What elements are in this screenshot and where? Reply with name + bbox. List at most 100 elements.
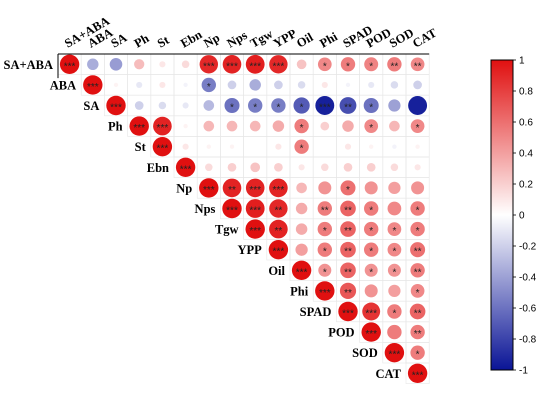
correlation-circle bbox=[368, 81, 375, 88]
cell-nps-spad: ** bbox=[336, 197, 360, 220]
significance-marker: * bbox=[369, 247, 373, 258]
cell-np-nps: ** bbox=[220, 177, 244, 199]
cell-aba-nps bbox=[220, 74, 244, 96]
significance-marker: *** bbox=[249, 185, 261, 196]
correlation-circle bbox=[343, 162, 353, 172]
correlation-circle bbox=[205, 163, 213, 172]
correlation-circle bbox=[369, 144, 374, 149]
cell-sa-aba-oil bbox=[289, 53, 314, 75]
cell-pod-pod: *** bbox=[359, 321, 384, 343]
cell-sa-cat bbox=[405, 94, 430, 117]
correlation-circle bbox=[387, 57, 402, 72]
cell-st-sod bbox=[382, 136, 407, 158]
correlation-circle bbox=[364, 242, 379, 257]
cell-ph-np bbox=[196, 115, 221, 137]
cell-sa-aba-tgw: *** bbox=[243, 53, 268, 75]
cell-oil-sod: * bbox=[382, 259, 407, 281]
correlation-circle bbox=[392, 144, 397, 149]
significance-marker: *** bbox=[319, 288, 331, 299]
colorbar: 1 0.8 0.6 0.4 0.2 0 -0.2 -0.4 -0.6 -0.8 -1 bbox=[490, 56, 537, 377]
significance-marker: *** bbox=[249, 206, 261, 217]
column-label-sa: SA bbox=[109, 30, 130, 50]
correlation-circle bbox=[410, 119, 425, 133]
correlation-circle bbox=[206, 144, 211, 149]
cell-ypp-phi: * bbox=[312, 239, 337, 261]
correlation-circle bbox=[364, 284, 378, 298]
colorbar-tick-label: -0.6 bbox=[519, 304, 537, 315]
significance-marker: * bbox=[369, 206, 373, 217]
correlation-circle bbox=[152, 137, 173, 157]
cell-ebn-np bbox=[196, 156, 221, 178]
significance-marker: * bbox=[276, 103, 280, 114]
significance-marker: ** bbox=[344, 247, 352, 258]
significance-marker: * bbox=[416, 350, 420, 361]
correlation-circle bbox=[199, 178, 219, 198]
cell-sa-aba-ebn bbox=[173, 53, 198, 75]
correlation-circle bbox=[407, 363, 428, 383]
row-label-ypp: YPP bbox=[237, 243, 262, 257]
correlation-circle bbox=[317, 57, 332, 72]
correlation-circle bbox=[364, 181, 378, 195]
cell-aba-np: * bbox=[196, 74, 221, 96]
cell-ebn-pod bbox=[359, 156, 384, 178]
correlation-circle bbox=[387, 201, 402, 216]
significance-marker: *** bbox=[64, 61, 76, 72]
correlation-circle bbox=[181, 60, 190, 69]
significance-marker: ** bbox=[344, 206, 352, 217]
correlation-circle bbox=[384, 343, 405, 363]
cell-ypp-spad: ** bbox=[336, 239, 360, 261]
cell-ebn-nps bbox=[220, 156, 244, 178]
cell-sa-aba-aba bbox=[80, 53, 105, 75]
cell-pod-sod bbox=[382, 321, 407, 343]
colorbar-tick-label: 0.4 bbox=[519, 149, 533, 160]
correlation-circle bbox=[361, 322, 381, 342]
cell-st-nps bbox=[220, 136, 244, 158]
cell-st-st: *** bbox=[150, 136, 175, 158]
correlation-circle bbox=[340, 262, 356, 279]
row-label-tgw: Tgw bbox=[215, 223, 239, 237]
correlation-circle bbox=[339, 97, 357, 114]
correlation-circle bbox=[249, 120, 261, 132]
cell-nps-phi: ** bbox=[312, 197, 337, 220]
correlation-circle bbox=[415, 144, 420, 149]
cell-st-oil: * bbox=[289, 136, 314, 158]
column-label-nps: Nps bbox=[225, 28, 250, 51]
correlation-circle bbox=[295, 223, 308, 235]
significance-marker: * bbox=[230, 103, 234, 114]
cell-sa-phi: *** bbox=[312, 94, 337, 117]
correlation-circle bbox=[410, 324, 425, 340]
correlation-circle bbox=[389, 120, 400, 132]
correlation-circle bbox=[410, 242, 426, 258]
correlation-circle bbox=[410, 263, 425, 278]
significance-marker: *** bbox=[389, 350, 401, 361]
correlation-circle bbox=[414, 164, 421, 171]
correlation-circle bbox=[83, 75, 103, 95]
cell-ph-ypp bbox=[266, 115, 291, 137]
correlation-circle bbox=[390, 163, 399, 172]
significance-marker: * bbox=[392, 309, 396, 320]
significance-marker: *** bbox=[87, 82, 99, 93]
colorbar-tick-label: 0.2 bbox=[519, 180, 533, 191]
cell-np-ypp: *** bbox=[266, 177, 291, 199]
cell-phi-phi: *** bbox=[312, 280, 337, 302]
correlation-circle bbox=[388, 181, 401, 195]
correlation-circle bbox=[271, 98, 286, 113]
column-label-oil: Oil bbox=[294, 30, 316, 51]
column-label-np: Np bbox=[201, 30, 222, 50]
correlation-circle bbox=[134, 59, 145, 70]
cell-sa-st bbox=[150, 94, 175, 117]
correlation-circle bbox=[364, 57, 379, 72]
significance-marker: * bbox=[369, 103, 373, 114]
significance-marker: ** bbox=[344, 226, 352, 237]
correlation-circle bbox=[106, 95, 126, 116]
correlation-circle bbox=[339, 282, 357, 300]
cell-np-pod bbox=[359, 177, 384, 199]
significance-marker: *** bbox=[110, 103, 122, 114]
correlation-circle bbox=[410, 201, 425, 216]
row-label-cat: CAT bbox=[376, 367, 402, 381]
significance-marker: * bbox=[323, 247, 327, 258]
cell-tgw-tgw: *** bbox=[243, 218, 268, 240]
cell-ph-oil: * bbox=[289, 115, 314, 137]
correlation-circle bbox=[269, 199, 288, 218]
cell-tgw-spad: ** bbox=[336, 218, 360, 240]
